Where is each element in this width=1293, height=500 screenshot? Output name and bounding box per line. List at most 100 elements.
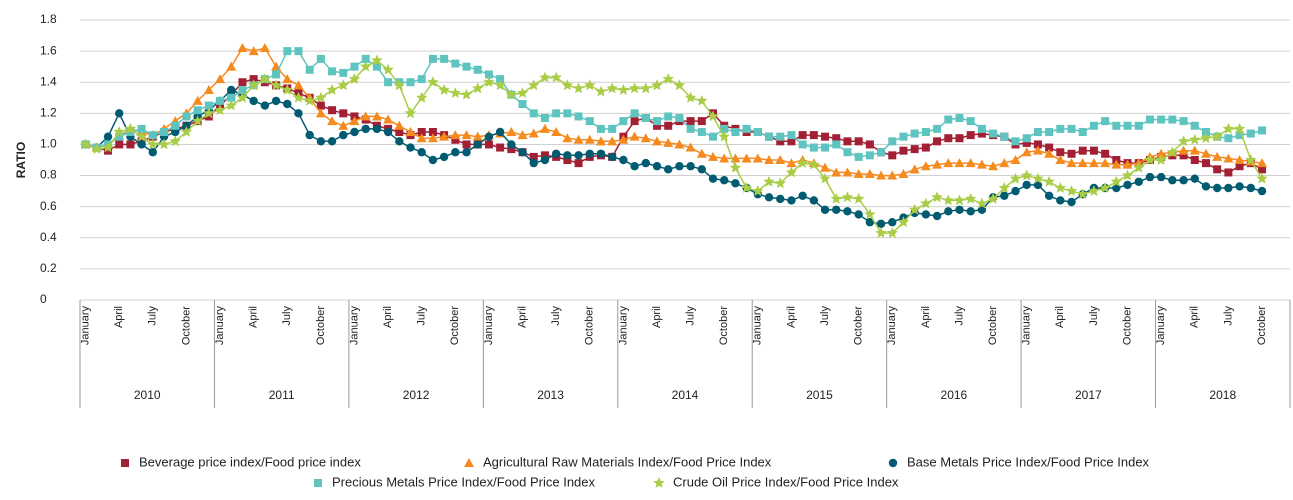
data-point (1022, 134, 1031, 143)
data-point (1224, 168, 1233, 177)
data-point (953, 194, 966, 206)
data-point (539, 123, 550, 133)
x-tick-label: April (382, 306, 394, 328)
data-point (1246, 129, 1255, 138)
x-tick-label: April (1189, 306, 1201, 328)
data-point (1011, 186, 1020, 196)
x-tick-label: October (853, 306, 865, 345)
data-point (272, 70, 281, 79)
y-tick-label: 1.6 (40, 43, 57, 57)
data-point (1078, 146, 1087, 155)
data-point (809, 131, 818, 140)
data-point (137, 124, 146, 133)
legend-marker (121, 459, 129, 467)
x-tick-label: July (281, 306, 293, 326)
data-point (203, 107, 215, 119)
data-point (327, 116, 338, 126)
data-point (787, 131, 796, 140)
data-point (888, 137, 897, 146)
data-point (641, 158, 650, 168)
data-point (843, 137, 852, 146)
data-point (595, 85, 607, 97)
data-point (214, 104, 226, 116)
data-point (361, 124, 370, 134)
legend-label: Beverage price index/Food price index (139, 454, 361, 469)
data-point (1112, 121, 1121, 130)
data-point (1223, 153, 1234, 163)
data-point (552, 109, 561, 118)
data-point (584, 134, 595, 144)
data-point (518, 100, 527, 108)
data-point (1224, 134, 1233, 143)
data-point (462, 62, 471, 71)
data-point (383, 114, 394, 124)
data-point (115, 140, 124, 149)
x-tick-label: October (1256, 306, 1268, 345)
x-tick-label: April (113, 306, 125, 328)
data-point (315, 91, 327, 103)
data-point (888, 151, 897, 160)
data-point (841, 191, 854, 203)
y-tick-label: 1.4 (40, 74, 57, 88)
data-point (944, 115, 953, 124)
data-point (516, 87, 529, 98)
data-point (227, 93, 236, 102)
data-point (1089, 121, 1098, 130)
data-point (854, 152, 863, 161)
data-point (540, 151, 549, 160)
data-point (1190, 156, 1199, 164)
data-point (372, 124, 382, 134)
data-point (944, 134, 953, 143)
x-tick-label: April (516, 306, 528, 328)
y-tick-label: 0.2 (40, 261, 57, 275)
data-point (1179, 151, 1188, 160)
data-point (920, 197, 932, 209)
data-point (764, 155, 775, 164)
data-point (832, 205, 841, 214)
x-tick-label: July (1222, 306, 1234, 326)
data-point (1032, 172, 1044, 184)
data-point (473, 140, 482, 149)
data-point (977, 205, 987, 214)
data-point (1021, 169, 1033, 181)
data-point (507, 145, 516, 154)
y-axis-label: RATIO (14, 142, 28, 178)
data-point (225, 99, 237, 111)
data-point (1256, 158, 1267, 168)
data-point (720, 124, 729, 133)
data-point (685, 142, 696, 152)
data-point (920, 161, 931, 171)
data-point (528, 128, 539, 138)
data-point (640, 82, 652, 94)
data-point (574, 159, 583, 168)
data-point (943, 158, 954, 168)
data-point (315, 108, 326, 118)
data-point (574, 112, 583, 121)
x-tick-label: October (180, 306, 192, 345)
data-point (630, 162, 639, 171)
x-tick-label: July (953, 306, 965, 326)
data-point (103, 132, 113, 141)
data-point (877, 148, 886, 157)
data-point (933, 124, 942, 133)
data-point (1213, 165, 1222, 174)
data-point (618, 134, 629, 144)
data-point (563, 109, 572, 118)
series-line (85, 89, 1263, 225)
data-point (1088, 185, 1100, 196)
data-point (628, 82, 641, 94)
x-tick-label: April (1054, 306, 1066, 328)
data-point (697, 128, 706, 136)
data-point (1189, 133, 1201, 145)
data-point (305, 130, 314, 140)
x-tick-label: January (1155, 306, 1167, 346)
data-point (1032, 145, 1043, 155)
data-point (182, 112, 191, 121)
data-point (406, 143, 415, 152)
x-tick-label: January (886, 306, 898, 346)
data-point (227, 85, 236, 95)
data-point (675, 114, 684, 122)
x-tick-label: January (483, 306, 495, 346)
data-point (776, 137, 785, 146)
data-point (505, 88, 517, 100)
